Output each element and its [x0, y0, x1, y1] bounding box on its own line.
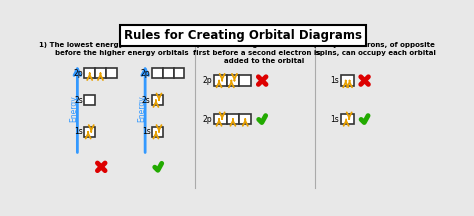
Text: 2) Each orbital gets one electron
first before a second electron is
      added : 2) Each orbital gets one electron first …	[191, 42, 322, 64]
Text: 1) The lowest energy orbitals are filled
    before the higher energy orbitals: 1) The lowest energy orbitals are filled…	[39, 42, 195, 56]
Bar	[341, 114, 354, 124]
Bar	[163, 68, 173, 78]
Bar	[95, 68, 106, 78]
Bar	[227, 75, 239, 86]
Text: 2s: 2s	[142, 96, 151, 105]
Bar	[239, 75, 251, 86]
Bar	[84, 127, 95, 137]
Bar	[227, 114, 239, 124]
Text: Energy: Energy	[69, 96, 78, 122]
Bar	[152, 95, 163, 105]
Bar	[152, 68, 163, 78]
Text: 1s: 1s	[142, 127, 151, 136]
Bar	[152, 127, 163, 137]
Bar	[173, 68, 184, 78]
Text: 3) Only 2 electrons, of opposite
   spins, can occupy each orbital: 3) Only 2 electrons, of opposite spins, …	[309, 42, 436, 56]
Text: 2p: 2p	[141, 69, 151, 78]
Bar	[214, 114, 227, 124]
Bar	[84, 95, 95, 105]
Text: 2s: 2s	[74, 96, 83, 105]
Bar	[84, 68, 95, 78]
Bar	[214, 75, 227, 86]
Text: Energy: Energy	[137, 96, 146, 122]
Bar	[239, 114, 251, 124]
Bar	[341, 75, 354, 86]
Text: 2p: 2p	[202, 115, 212, 124]
Text: 1s: 1s	[74, 127, 83, 136]
Text: 1s: 1s	[330, 76, 339, 85]
Text: 2p: 2p	[73, 69, 83, 78]
Text: Rules for Creating Orbital Diagrams: Rules for Creating Orbital Diagrams	[124, 29, 362, 42]
Text: 2p: 2p	[202, 76, 212, 85]
Text: 1s: 1s	[330, 115, 339, 124]
Bar	[106, 68, 117, 78]
